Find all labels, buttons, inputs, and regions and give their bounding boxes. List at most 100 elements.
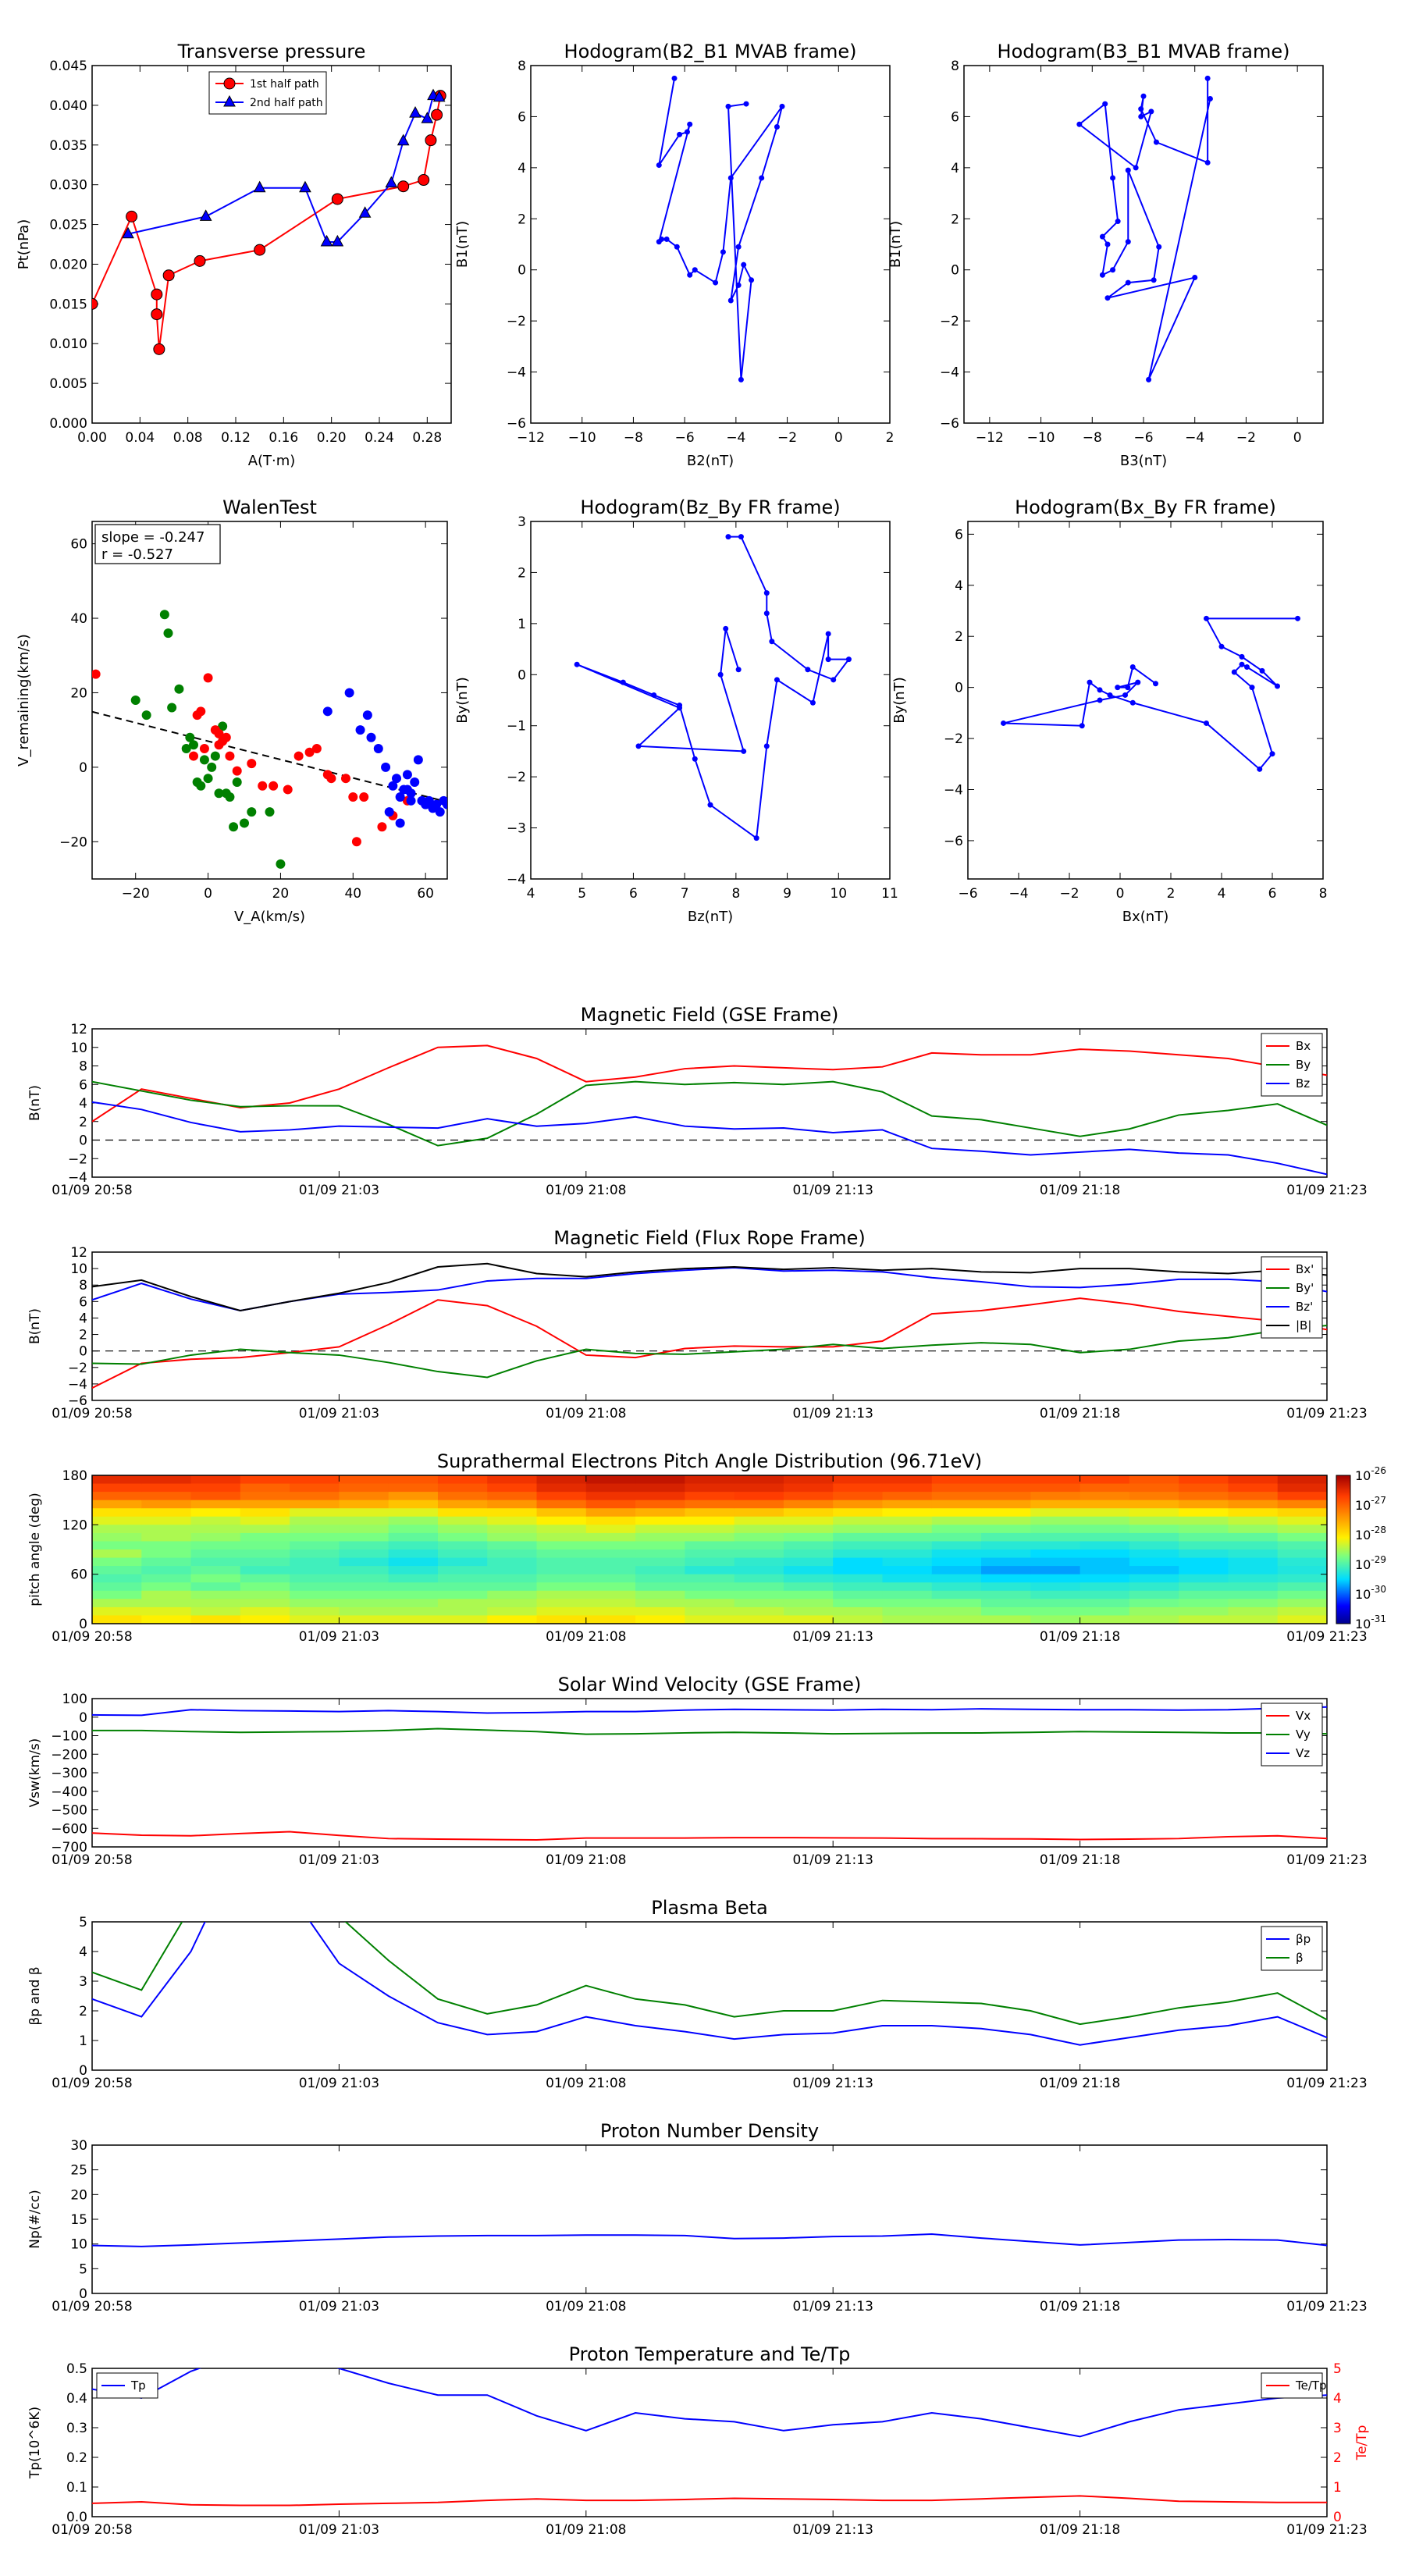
data-point bbox=[443, 799, 447, 809]
x-tick-label: −20 bbox=[122, 886, 150, 902]
y-tick-label: −4 bbox=[68, 1377, 87, 1393]
y-tick-label: 12 bbox=[70, 1245, 87, 1261]
heatmap-cell bbox=[734, 1590, 784, 1599]
x-tick-label: 0.16 bbox=[269, 430, 298, 446]
heatmap-cell bbox=[1030, 1500, 1081, 1509]
data-point bbox=[677, 131, 683, 137]
data-point bbox=[677, 705, 683, 711]
heatmap-cell bbox=[1179, 1492, 1229, 1501]
y-tick-label: −1 bbox=[507, 719, 526, 735]
heatmap-cell bbox=[339, 1590, 389, 1599]
heatmap-cell bbox=[92, 1550, 142, 1559]
y-tick-label: 20 bbox=[70, 2187, 87, 2203]
series-line bbox=[92, 1297, 1327, 1389]
y-tick-label: 0.015 bbox=[49, 297, 87, 312]
x-tick-label: 01/09 21:08 bbox=[546, 1629, 626, 1645]
data-point bbox=[845, 656, 852, 663]
heatmap-cell bbox=[388, 1483, 439, 1493]
data-point bbox=[359, 792, 369, 802]
y-tick-label: −200 bbox=[51, 1747, 87, 1763]
y-tick-label: 6 bbox=[951, 109, 959, 125]
y-right-tick-label: 5 bbox=[1333, 2361, 1342, 2377]
x-tick-label: 0.04 bbox=[125, 430, 155, 446]
heatmap-cell bbox=[1129, 1606, 1179, 1617]
heatmap-cell bbox=[783, 1550, 834, 1559]
x-tick-label: 01/09 21:23 bbox=[1286, 2522, 1367, 2538]
heatmap-cell bbox=[1080, 1574, 1130, 1583]
heatmap-cell bbox=[734, 1574, 784, 1583]
data-point bbox=[203, 774, 213, 784]
x-tick-label: 8 bbox=[1319, 886, 1328, 902]
heatmap-cell bbox=[240, 1606, 290, 1617]
heatmap-cell bbox=[536, 1599, 587, 1608]
data-point bbox=[320, 234, 333, 247]
heatmap-cell bbox=[1030, 1508, 1081, 1517]
y-tick-label: 0 bbox=[79, 1344, 87, 1360]
heatmap-cell bbox=[585, 1516, 636, 1525]
heatmap-cell bbox=[290, 1590, 340, 1599]
heatmap-cell bbox=[141, 1582, 192, 1592]
heatmap-cell bbox=[833, 1557, 884, 1567]
y-axis-label: V_remaining(km/s) bbox=[16, 634, 32, 767]
data-point bbox=[269, 781, 279, 791]
heatmap-cell bbox=[240, 1525, 290, 1534]
heatmap-cell bbox=[833, 1492, 884, 1501]
x-tick-label: 01/09 21:08 bbox=[546, 1852, 626, 1868]
data-point bbox=[774, 677, 780, 683]
x-tick-label: 01/09 20:58 bbox=[52, 2076, 132, 2091]
y-tick-label: 2 bbox=[518, 212, 526, 227]
heatmap-cell bbox=[290, 1550, 340, 1559]
y-tick-label: −6 bbox=[940, 416, 959, 432]
heatmap-cell bbox=[1030, 1590, 1081, 1599]
axes-frame bbox=[91, 2368, 1328, 2517]
heatmap-cell bbox=[141, 1557, 192, 1567]
heatmap-cell bbox=[141, 1500, 192, 1509]
data-point bbox=[1153, 139, 1159, 145]
heatmap-cell bbox=[585, 1606, 636, 1617]
data-point bbox=[431, 109, 443, 121]
heatmap-cell bbox=[437, 1541, 488, 1550]
x-tick-label: 01/09 21:18 bbox=[1040, 2299, 1120, 2314]
heatmap-cell bbox=[141, 1615, 192, 1624]
heatmap-cell bbox=[1030, 1615, 1081, 1624]
x-tick-label: 01/09 21:23 bbox=[1286, 2299, 1367, 2314]
data-point bbox=[130, 696, 140, 705]
heatmap-cell bbox=[388, 1508, 439, 1517]
heatmap-cell bbox=[141, 1566, 192, 1575]
heatmap-cell bbox=[783, 1590, 834, 1599]
y-tick-label: 4 bbox=[79, 1311, 87, 1326]
axes-frame bbox=[91, 1921, 1328, 2071]
series-line bbox=[92, 2495, 1327, 2507]
data-point bbox=[1115, 219, 1121, 225]
y-tick-label: 0 bbox=[79, 2286, 87, 2302]
heatmap-cell bbox=[437, 1508, 488, 1517]
heatmap-cell bbox=[833, 1516, 884, 1525]
chart-p5: Hodogram(Bz_By FR frame)4 5 6 7 8 9 10 11−4−3−2… bbox=[454, 496, 898, 925]
heatmap-cell bbox=[290, 1557, 340, 1567]
heatmap-cell bbox=[882, 1483, 933, 1493]
legend-label: βp bbox=[1296, 1932, 1311, 1946]
x-axis-label: Bx(nT) bbox=[1122, 909, 1168, 925]
x-tick-label: −8 bbox=[1083, 430, 1102, 446]
axes-frame bbox=[967, 521, 1324, 880]
data-point bbox=[1249, 685, 1255, 691]
data-point bbox=[1099, 272, 1105, 278]
heatmap-cell bbox=[190, 1508, 241, 1517]
heatmap-cell bbox=[1228, 1483, 1279, 1493]
y-tick-label: 0.040 bbox=[49, 98, 87, 114]
heatmap-cell bbox=[931, 1492, 982, 1501]
series-line bbox=[92, 1727, 1327, 1735]
data-point bbox=[223, 94, 236, 107]
data-point bbox=[218, 721, 228, 731]
heatmap-cell bbox=[734, 1599, 784, 1608]
heatmap-cell bbox=[833, 1574, 884, 1583]
y-tick-label: −6 bbox=[944, 834, 963, 849]
data-point bbox=[749, 277, 755, 283]
legend-label: Vy bbox=[1296, 1727, 1311, 1742]
heatmap-cell bbox=[1277, 1500, 1328, 1509]
y-tick-label: 0.020 bbox=[49, 257, 87, 272]
series-line bbox=[92, 2233, 1327, 2247]
heatmap-cell bbox=[1228, 1525, 1279, 1534]
data-point bbox=[254, 244, 266, 256]
